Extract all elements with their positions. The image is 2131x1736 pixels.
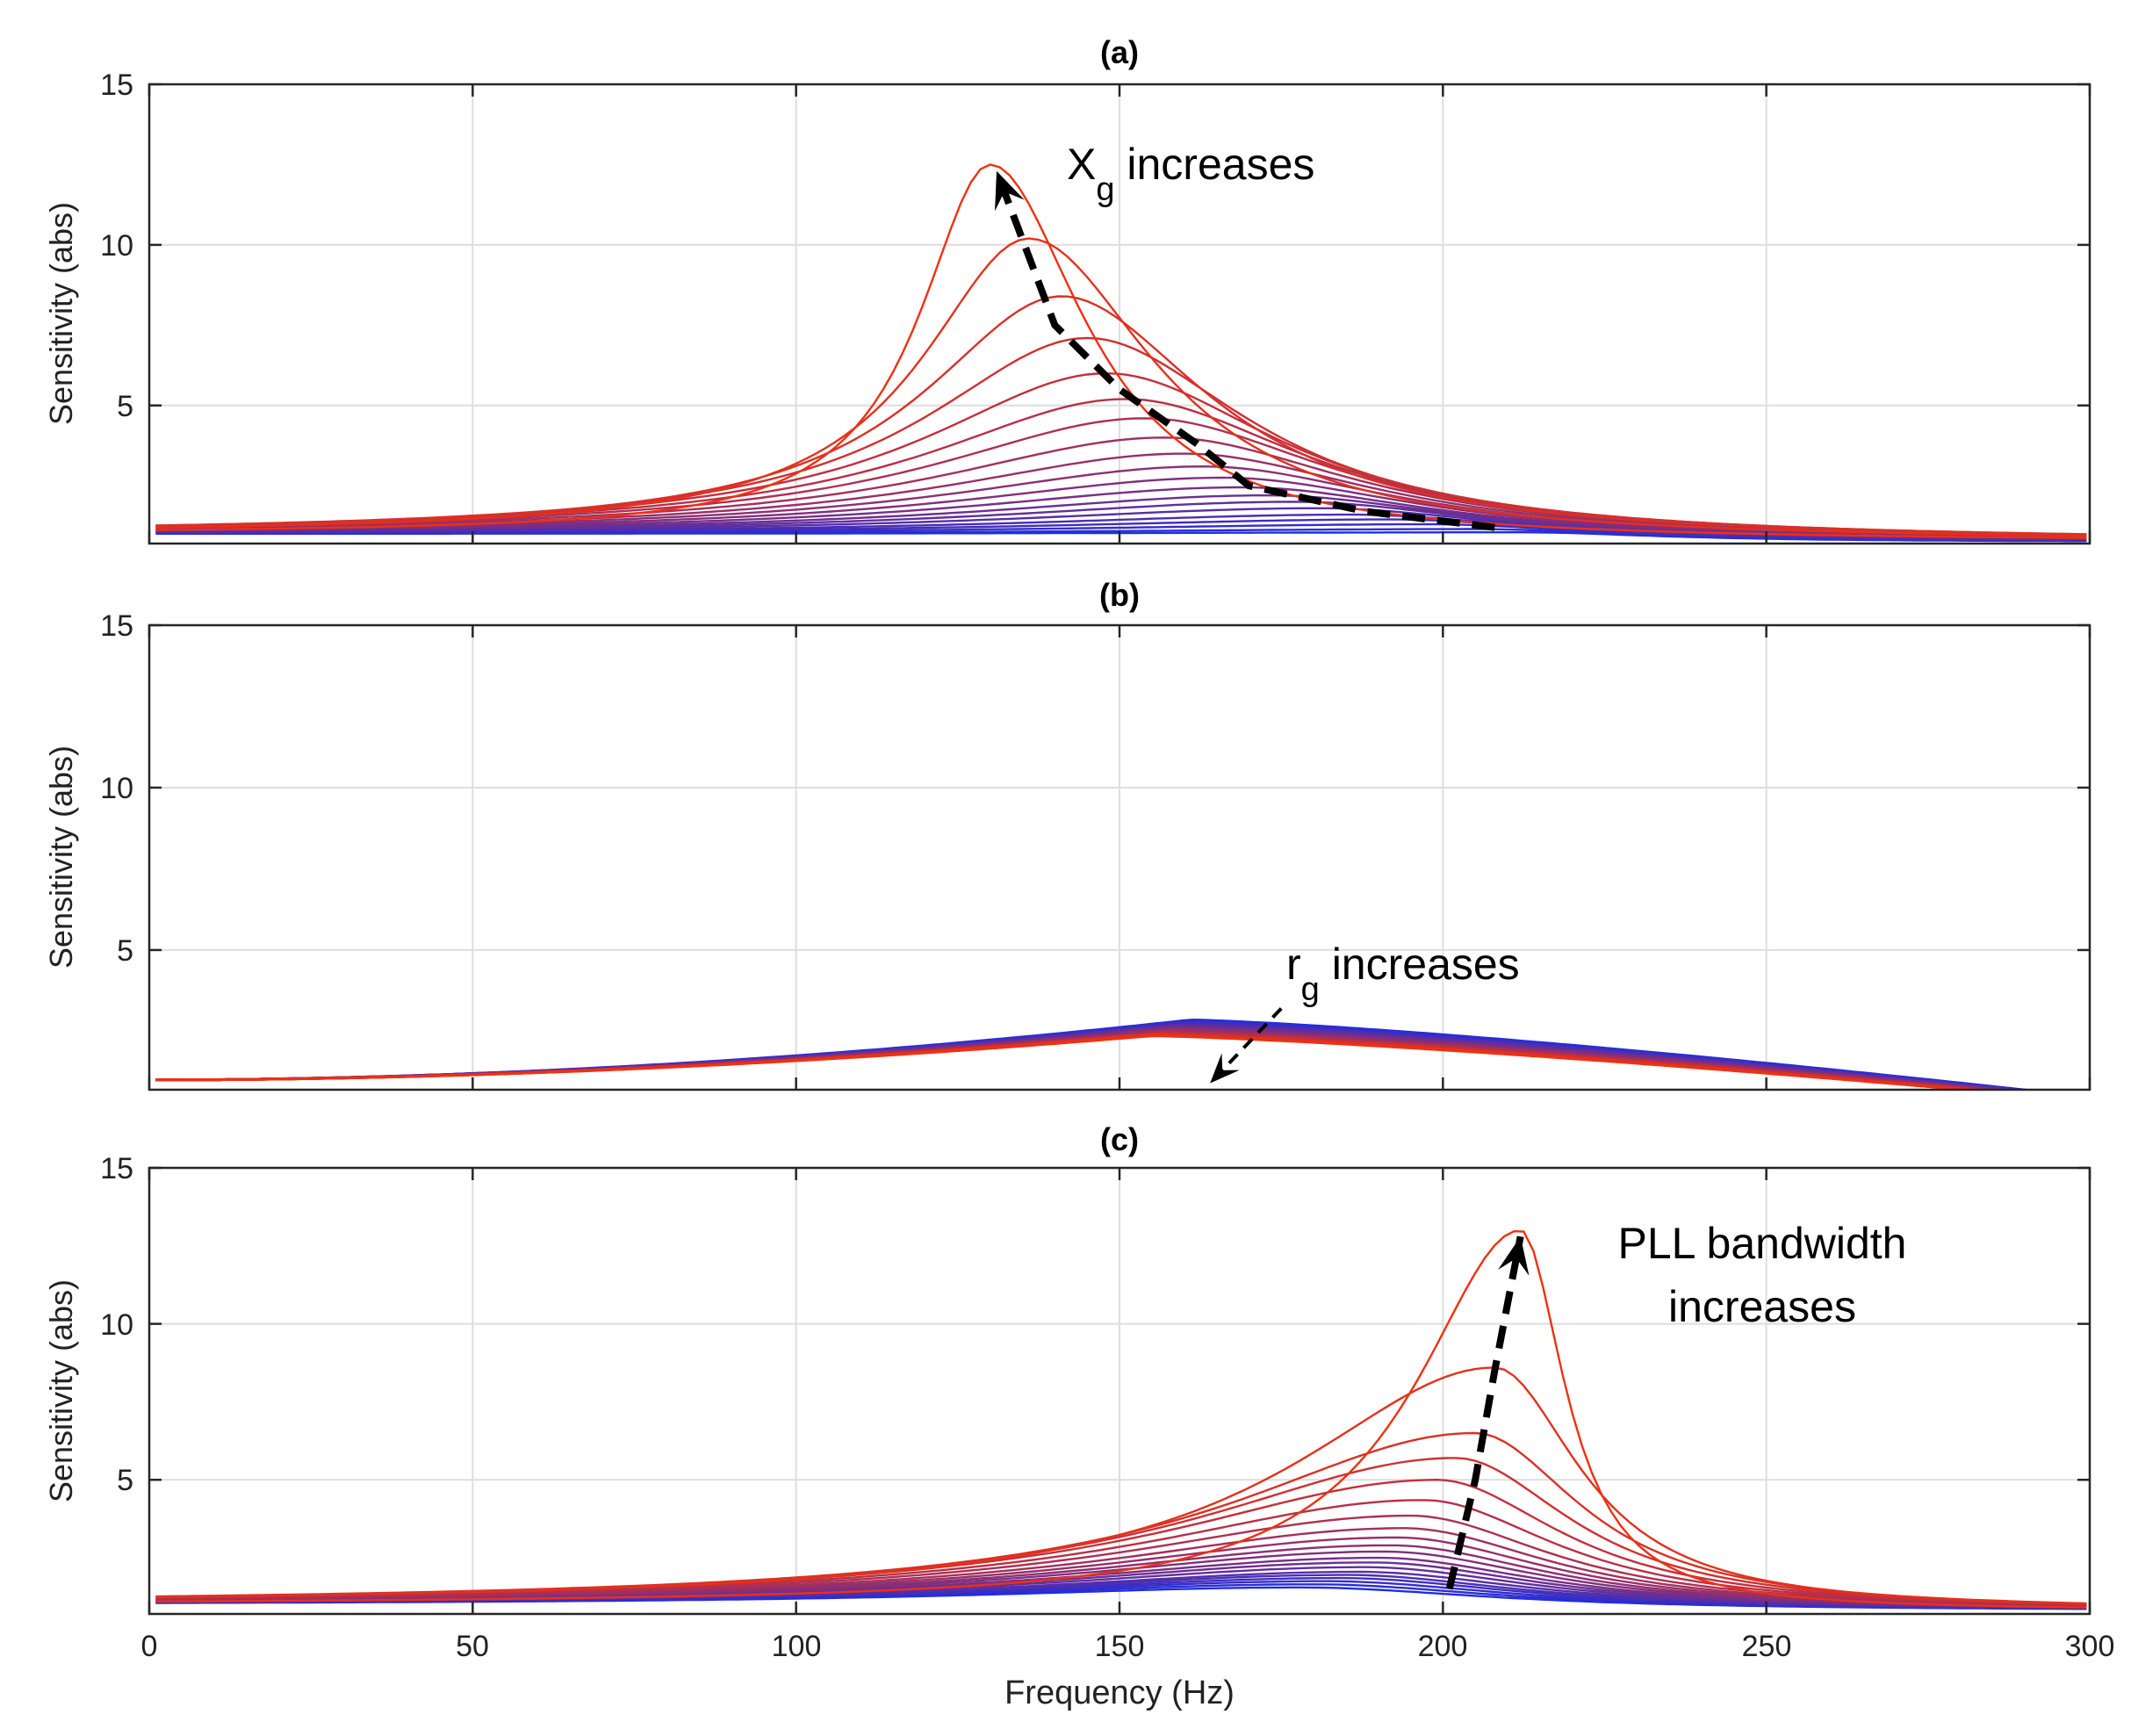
panel-c-title: (c): [1100, 1121, 1139, 1157]
panel-c-series-19: [155, 1366, 2087, 1605]
panel-c-arrow-shaft: [1445, 1235, 1524, 1590]
panel-c-curves: [155, 1229, 2087, 1610]
panel-a-series-13: [155, 436, 2087, 537]
panel-a-series-19: [155, 237, 2087, 537]
panel-c-trend-arrow: [1445, 1235, 1530, 1590]
panel-a-y-tick-5: 5: [117, 390, 133, 423]
panel-b-series-13: [155, 1029, 1998, 1090]
panel-b-annotation: rg increases: [1286, 940, 1520, 1008]
panel-b: (b) 5 10 15 Sensitivity (abs) rg increas…: [43, 577, 2091, 1091]
panel-b-y-tick-10: 10: [100, 772, 133, 805]
panel-c-arrow-head: [1498, 1236, 1530, 1276]
panel-a-series-10: [155, 476, 2087, 539]
panel-b-y-tick-5: 5: [117, 934, 133, 968]
panel-b-trend-arrow: [1208, 1007, 1283, 1084]
x-tick-0: 0: [141, 1630, 158, 1663]
panel-a-series-18: [155, 295, 2087, 536]
panel-a-curves: [155, 163, 2087, 543]
panel-c-y-tick-5: 5: [117, 1464, 133, 1497]
panel-b-arrow-head: [1210, 1053, 1240, 1084]
panel-a-annotation: Xg increases: [1067, 140, 1314, 208]
x-tick-300: 300: [2065, 1630, 2115, 1663]
panel-a-annotation-sub: g: [1096, 171, 1114, 208]
x-tick-200: 200: [1418, 1630, 1468, 1663]
panel-b-annotation-sub: g: [1301, 971, 1320, 1008]
x-tick-150: 150: [1095, 1630, 1145, 1663]
panel-a-y-tick-15: 15: [100, 68, 133, 102]
panel-c: (c) 5 10 15 Sensitivity (abs) 0 50 100 1…: [43, 1121, 2114, 1711]
panel-a: (a) 5 10 15 Sensitivity (abs) Xg increas…: [43, 34, 2091, 545]
panel-c-grid: [149, 1168, 2090, 1614]
panel-c-ticks: [148, 1166, 2091, 1614]
panel-b-annotation-main: r: [1286, 940, 1301, 989]
panel-a-annotation-rest: increases: [1115, 140, 1315, 189]
x-tick-250: 250: [1742, 1630, 1792, 1663]
panel-a-arrow-head: [995, 170, 1025, 212]
panel-b-title: (b): [1099, 577, 1140, 613]
panel-c-series-20: [155, 1229, 2087, 1609]
panel-c-annotation-line1: PLL bandwidth: [1618, 1219, 1907, 1268]
panel-a-series-17: [155, 336, 2087, 536]
panel-a-arrow-shaft: [993, 169, 1495, 531]
panel-a-y-axis-label: Sensitivity (abs): [43, 202, 79, 425]
panel-c-y-tick-labels: 5 10 15: [100, 1152, 133, 1497]
panel-a-grid: [149, 84, 2090, 544]
panel-c-y-tick-15: 15: [100, 1152, 133, 1185]
panel-b-annotation-rest: increases: [1320, 940, 1520, 989]
panel-c-x-tick-labels: 0 50 100 150 200 250 300: [141, 1630, 2115, 1663]
panel-a-series-20: [155, 163, 2087, 539]
panel-b-series-11: [155, 1028, 2006, 1090]
panel-b-y-axis-label: Sensitivity (abs): [43, 746, 79, 969]
panel-b-y-tick-labels: 5 10 15: [100, 609, 133, 968]
panel-a-y-tick-10: 10: [100, 229, 133, 263]
panel-b-grid: [149, 625, 2090, 1090]
panel-c-y-axis-label: Sensitivity (abs): [43, 1279, 79, 1502]
x-tick-100: 100: [772, 1630, 822, 1663]
panel-a-title: (a): [1100, 34, 1139, 70]
panel-b-series-12: [155, 1029, 1999, 1090]
panel-a-y-tick-labels: 5 10 15: [100, 68, 133, 423]
panel-a-ticks: [148, 83, 2091, 544]
panel-b-curves: [155, 1018, 2035, 1090]
panel-a-trend-arrow: [993, 169, 1495, 531]
panel-a-annotation-main: X: [1067, 140, 1096, 189]
panel-a-series-16: [155, 371, 2087, 536]
panel-c-annotation-line2: increases: [1668, 1282, 1856, 1331]
panel-b-series-20: [155, 1034, 1980, 1090]
panel-b-ticks: [148, 623, 2091, 1090]
x-tick-50: 50: [456, 1630, 489, 1663]
x-axis-label: Frequency (Hz): [1004, 1675, 1235, 1711]
panel-c-y-tick-10: 10: [100, 1308, 133, 1342]
panel-b-y-tick-15: 15: [100, 609, 133, 643]
